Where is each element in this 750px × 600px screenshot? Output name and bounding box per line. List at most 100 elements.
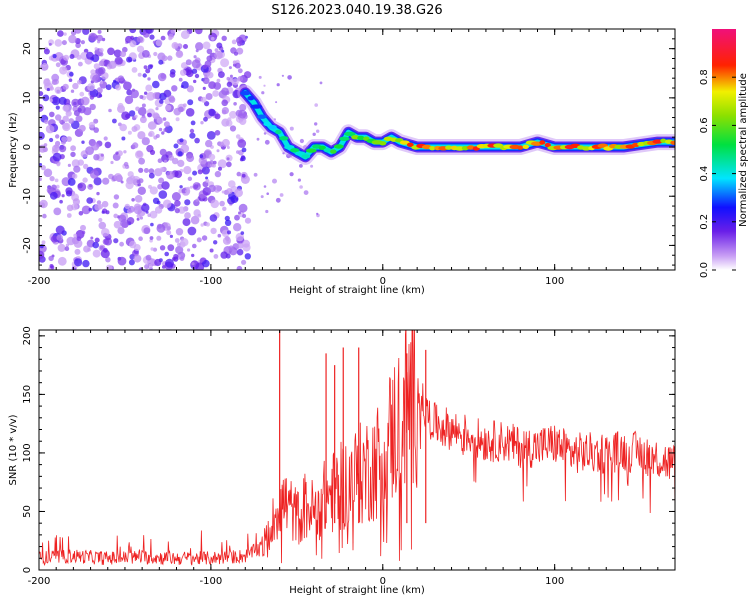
noise-point bbox=[46, 87, 51, 92]
noise-point bbox=[159, 99, 164, 104]
noise-point bbox=[93, 168, 97, 172]
noise-point bbox=[171, 85, 178, 92]
noise-point bbox=[213, 160, 217, 165]
noise-point bbox=[119, 50, 127, 58]
noise-point bbox=[186, 186, 190, 190]
noise-point bbox=[51, 96, 61, 106]
noise-point bbox=[154, 206, 163, 214]
noise-point bbox=[314, 122, 318, 126]
noise-point bbox=[193, 79, 197, 84]
noise-point bbox=[241, 259, 247, 265]
noise-point bbox=[185, 189, 189, 193]
noise-point bbox=[210, 227, 217, 235]
noise-point bbox=[155, 107, 159, 111]
noise-point bbox=[39, 177, 42, 181]
noise-point bbox=[206, 71, 214, 79]
noise-point bbox=[116, 150, 123, 157]
noise-point bbox=[263, 84, 266, 87]
noise-point bbox=[93, 177, 102, 186]
noise-point bbox=[178, 206, 186, 214]
noise-point bbox=[175, 117, 180, 122]
noise-point bbox=[141, 103, 146, 108]
noise-point bbox=[147, 264, 153, 270]
noise-point bbox=[240, 231, 245, 235]
colorbar-ticks: 0.0 0.2 0.4 0.6 0.8 bbox=[699, 69, 736, 278]
noise-point bbox=[73, 239, 83, 248]
noise-point bbox=[99, 52, 104, 57]
ridge-point bbox=[240, 91, 251, 96]
chart-title: S126.2023.040.19.38.G26 bbox=[271, 3, 442, 18]
noise-point bbox=[189, 128, 195, 134]
noise-point bbox=[72, 82, 79, 90]
noise-point bbox=[141, 137, 150, 146]
noise-point bbox=[135, 106, 140, 112]
noise-point bbox=[43, 48, 50, 55]
ridge-point bbox=[290, 148, 300, 153]
noise-point bbox=[74, 248, 81, 255]
noise-point bbox=[205, 179, 210, 183]
ridge-point bbox=[544, 142, 551, 148]
noise-point bbox=[96, 200, 102, 205]
noise-point bbox=[275, 101, 278, 104]
top-x-axis-label: Height of straight line (km) bbox=[289, 285, 425, 296]
noise-point bbox=[120, 180, 124, 184]
noise-point bbox=[82, 177, 88, 183]
noise-point bbox=[123, 150, 127, 154]
noise-point bbox=[143, 227, 151, 235]
noise-point bbox=[236, 171, 242, 177]
noise-point bbox=[189, 132, 196, 139]
noise-point bbox=[137, 186, 146, 195]
noise-point bbox=[303, 190, 309, 196]
noise-point bbox=[213, 254, 219, 259]
noise-point bbox=[299, 164, 303, 168]
noise-point bbox=[80, 96, 90, 106]
noise-point bbox=[206, 48, 213, 55]
ridge-point bbox=[301, 154, 311, 159]
noise-point bbox=[218, 166, 222, 171]
ridge-point bbox=[399, 140, 410, 145]
noise-point bbox=[64, 246, 70, 251]
noise-point bbox=[161, 131, 165, 135]
noise-point bbox=[108, 60, 117, 69]
noise-point bbox=[89, 103, 96, 111]
noise-point bbox=[194, 73, 200, 79]
noise-point bbox=[92, 249, 101, 258]
noise-point bbox=[74, 258, 83, 267]
noise-point bbox=[56, 162, 61, 167]
noise-point bbox=[213, 240, 218, 245]
noise-point bbox=[289, 172, 294, 177]
noise-point bbox=[55, 225, 65, 235]
noise-point bbox=[65, 110, 72, 117]
snr-panel: -200 -100 0 100 0 50 100 150 200 Height of stra… bbox=[8, 326, 676, 596]
y-tick-label: 20 bbox=[22, 42, 33, 55]
ridge-point bbox=[306, 148, 317, 153]
noise-point bbox=[115, 84, 122, 91]
noise-point bbox=[136, 150, 143, 158]
noise-point bbox=[100, 153, 104, 157]
noise-point bbox=[158, 59, 164, 65]
noise-point bbox=[101, 228, 110, 237]
ridge-point bbox=[268, 125, 277, 130]
noise-point bbox=[205, 93, 213, 100]
noise-point bbox=[54, 86, 62, 95]
noise-point bbox=[55, 184, 60, 189]
ridge-point bbox=[330, 149, 337, 154]
x-tick-label: -100 bbox=[200, 276, 223, 287]
noise-point bbox=[176, 50, 183, 57]
noise-point bbox=[179, 185, 183, 189]
snr-line bbox=[39, 330, 675, 566]
noise-point bbox=[142, 73, 147, 78]
noise-point bbox=[136, 217, 140, 221]
noise-point bbox=[152, 112, 160, 119]
noise-point bbox=[138, 236, 143, 241]
noise-point bbox=[152, 247, 158, 252]
noise-point bbox=[89, 169, 99, 179]
noise-point bbox=[227, 230, 231, 235]
noise-point bbox=[187, 226, 197, 236]
noise-point bbox=[239, 117, 247, 126]
noise-point bbox=[235, 197, 239, 201]
noise-point bbox=[145, 29, 154, 34]
noise-point bbox=[93, 118, 99, 124]
